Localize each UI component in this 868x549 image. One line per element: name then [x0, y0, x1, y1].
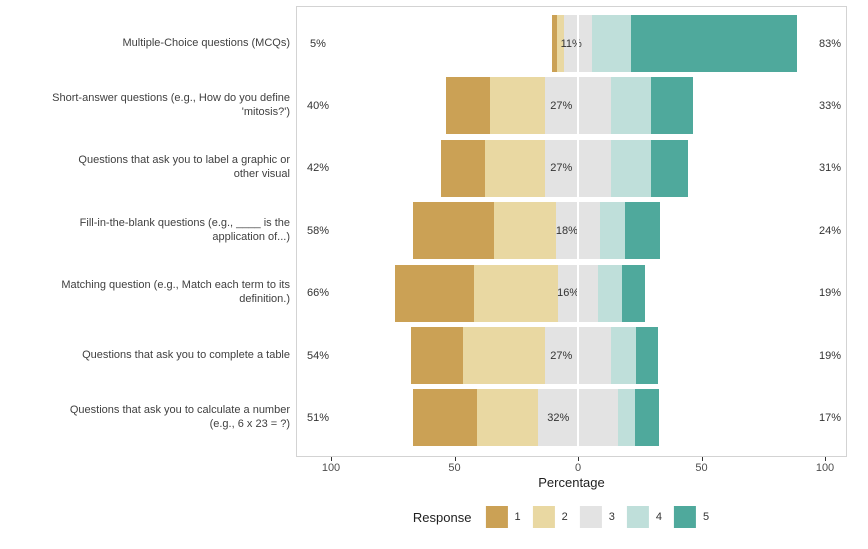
bar-segment-level-4 — [617, 389, 635, 447]
legend-label-1: 1 — [514, 511, 521, 523]
bar-segment-level-5 — [650, 139, 688, 197]
neutral-percent-label: 32% — [547, 411, 570, 424]
bar-segment-level-4 — [611, 139, 651, 197]
legend-label-3: 3 — [608, 511, 615, 523]
bar-segment-level-4 — [611, 327, 637, 384]
legend-title: Response — [412, 509, 472, 525]
bar-segment-level-5 — [624, 202, 660, 260]
right-percent-label: 33% — [818, 99, 842, 112]
category-label: Matching question (e.g., Match each term… — [61, 279, 290, 306]
bar-segment-level-2 — [463, 327, 545, 384]
left-percent-label: 66% — [306, 287, 330, 300]
left-percent-label: 51% — [306, 411, 330, 424]
legend-swatch-2 — [532, 506, 555, 528]
bar-segment-level-5 — [650, 77, 693, 135]
bar-segment-level-2 — [474, 264, 559, 322]
bar-segment-level-1 — [411, 327, 464, 384]
zero-baseline — [577, 7, 579, 456]
bar-segment-level-4 — [591, 15, 632, 72]
bar-segment-level-2 — [490, 77, 545, 135]
bar-row — [297, 202, 846, 260]
right-percent-label: 31% — [818, 162, 842, 175]
neutral-percent-label: 16% — [557, 287, 580, 300]
bar-segment-level-2 — [557, 15, 565, 72]
right-percent-label: 19% — [818, 287, 842, 300]
legend-swatch-5 — [673, 506, 696, 528]
bar-segment-level-4 — [597, 264, 623, 322]
legend-label-4: 4 — [655, 511, 662, 523]
bar-row — [297, 15, 846, 72]
legend-swatch-4 — [626, 506, 649, 528]
neutral-percent-label: 27% — [550, 99, 573, 112]
x-axis-tick — [701, 457, 703, 461]
legend-swatch-3 — [579, 506, 602, 528]
left-percent-label: 54% — [306, 349, 330, 362]
bar-segment-level-1 — [412, 389, 477, 447]
left-percent-label: 58% — [306, 224, 330, 237]
legend-item-3: 3 — [579, 506, 615, 528]
legend-item-5: 5 — [673, 506, 710, 528]
legend-label-2: 2 — [561, 511, 568, 523]
x-axis-tick — [331, 457, 332, 461]
bar-segment-level-5 — [634, 389, 660, 447]
legend-swatch-1 — [485, 506, 508, 528]
bar-segment-level-1 — [440, 139, 486, 197]
bar-segment-level-1 — [552, 15, 557, 72]
x-axis-tick — [578, 457, 579, 461]
neutral-percent-label: 11% — [560, 37, 582, 50]
neutral-percent-label: 18% — [555, 224, 578, 237]
legend-item-4: 4 — [626, 506, 662, 528]
bar-row — [297, 389, 846, 447]
bar-segment-level-1 — [412, 202, 494, 260]
bar-segment-level-1 — [395, 264, 475, 322]
category-label: Questions that ask you to complete a tab… — [82, 348, 290, 361]
left-percent-label: 5% — [310, 37, 326, 50]
bar-segment-level-4 — [600, 202, 625, 260]
right-percent-label: 17% — [818, 411, 842, 424]
legend-item-2: 2 — [532, 506, 568, 528]
x-axis-tick-label: 50 — [448, 462, 461, 474]
category-label: Multiple-Choice questions (MCQs) — [122, 36, 291, 49]
bar-segment-level-2 — [476, 389, 539, 447]
category-label: Short-answer questions (e.g., How do you… — [52, 91, 290, 118]
category-label: Questions that ask you to calculate a nu… — [69, 403, 290, 430]
neutral-percent-label: 27% — [550, 162, 573, 175]
legend-items: 1 2 3 4 5 — [485, 506, 709, 528]
bar-segment-level-2 — [494, 202, 556, 260]
right-percent-label: 83% — [818, 37, 842, 50]
category-label: Questions that ask you to label a graphi… — [78, 154, 290, 181]
left-percent-label: 40% — [306, 99, 330, 112]
bar-segment-level-2 — [485, 139, 545, 197]
x-axis-title: Percentage — [538, 475, 605, 490]
left-percent-label: 42% — [306, 162, 330, 175]
x-axis-tick-label: 0 — [574, 462, 582, 474]
neutral-percent-label: 27% — [550, 349, 573, 362]
plot-area: 5% 11% 83% 40% 27% 33% 42% 27% 31% 58% 18% 24% 66% 16… — [296, 6, 847, 457]
bar-segment-level-5 — [631, 15, 797, 72]
x-axis-tick-label: 100 — [815, 462, 835, 474]
x-axis-tick — [454, 457, 456, 461]
x-axis-tick — [825, 457, 826, 461]
right-percent-label: 24% — [818, 224, 842, 237]
legend-label-5: 5 — [702, 511, 710, 523]
legend: Response 1 2 3 4 5 — [413, 506, 709, 528]
bar-segment-level-5 — [636, 327, 659, 384]
x-axis-tick-label: 50 — [695, 462, 708, 474]
legend-item-1: 1 — [485, 506, 521, 528]
category-label: Fill-in-the-blank questions (e.g., ____ … — [79, 216, 290, 243]
bar-segment-level-4 — [611, 77, 651, 135]
bar-row — [297, 77, 846, 135]
x-axis-tick-label: 100 — [321, 462, 341, 474]
bar-segment-level-5 — [622, 264, 645, 322]
bar-segment-level-1 — [445, 77, 491, 135]
right-percent-label: 19% — [818, 349, 842, 362]
